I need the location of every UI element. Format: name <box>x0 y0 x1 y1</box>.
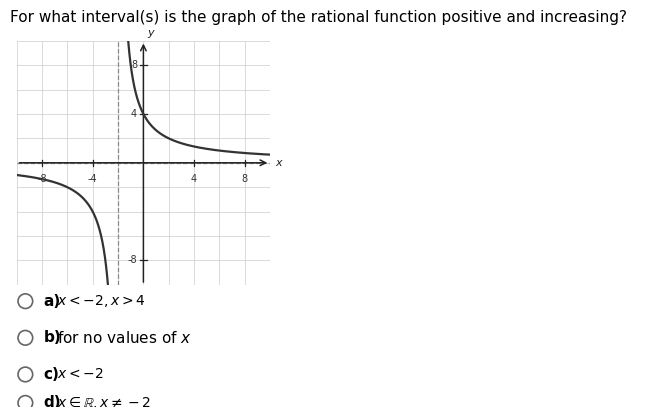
Text: b): b) <box>43 330 61 345</box>
Text: d): d) <box>43 396 61 407</box>
Text: For what interval(s) is the graph of the rational function positive and increasi: For what interval(s) is the graph of the… <box>10 10 627 25</box>
Text: -8: -8 <box>127 256 137 265</box>
Text: y: y <box>147 28 154 38</box>
Text: 8: 8 <box>241 174 248 184</box>
Text: for no values of $x$: for no values of $x$ <box>57 330 191 346</box>
Text: $x \in \mathbb{R}, x \neq -2$: $x \in \mathbb{R}, x \neq -2$ <box>57 395 151 407</box>
Text: 8: 8 <box>131 60 137 70</box>
Text: a): a) <box>43 294 61 309</box>
Text: -8: -8 <box>37 174 47 184</box>
Text: 4: 4 <box>191 174 197 184</box>
Text: 4: 4 <box>131 109 137 119</box>
Text: $x < -2$: $x < -2$ <box>57 368 103 381</box>
Text: $x < -2, x > 4$: $x < -2, x > 4$ <box>57 293 145 309</box>
Text: -4: -4 <box>88 174 97 184</box>
Text: x: x <box>275 158 282 168</box>
Text: c): c) <box>43 367 59 382</box>
